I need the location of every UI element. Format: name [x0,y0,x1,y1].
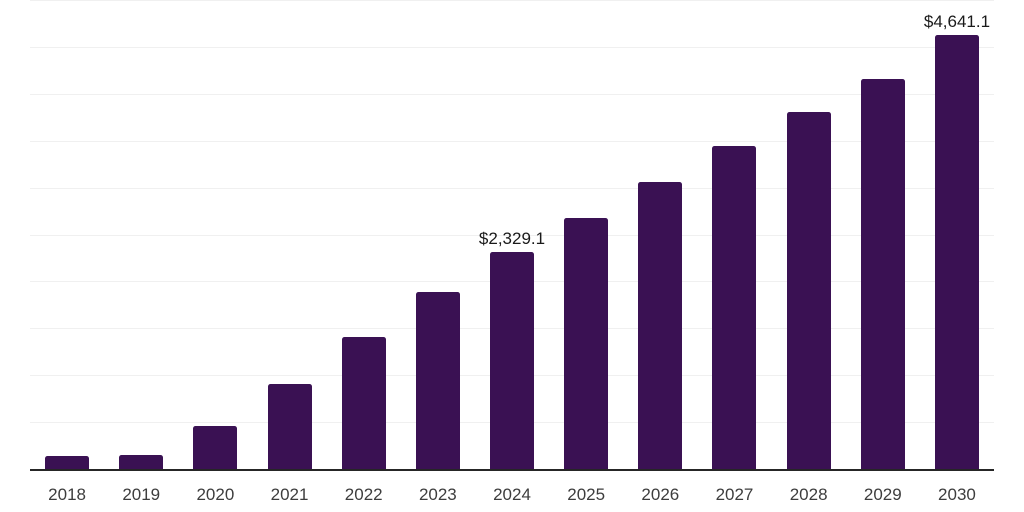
bar-2018 [45,456,90,470]
gridline [30,140,994,142]
bar-slot-2029 [846,0,920,470]
value-label-2024: $2,329.1 [478,228,546,248]
x-tick-2029: 2029 [863,485,902,504]
bar-slot-2022 [327,0,401,470]
x-tick-2028: 2028 [789,485,828,504]
x-tick-2024: 2024 [493,485,531,504]
bar-slot-2020 [178,0,252,470]
x-tick-2023: 2023 [418,485,457,504]
bar-2022 [341,337,386,470]
x-tick-2030: 2030 [938,485,976,504]
value-label-2030: $4,641.1 [923,11,991,31]
gridline [30,93,994,95]
bar-slot-2028 [772,0,846,470]
x-tick-2019: 2019 [122,485,161,504]
x-tick-2021: 2021 [270,485,309,504]
bar-slots: $2,329.1 $4,641.1 [30,0,994,470]
bar-2019 [119,455,164,470]
bar-2020 [193,425,238,470]
bar-2030 [934,34,979,470]
bar-slot-2021 [252,0,326,470]
x-axis-line [30,469,994,471]
bar-slot-2019 [104,0,178,470]
bar-slot-2030: $4,641.1 [920,0,994,470]
bar-slot-2018 [30,0,104,470]
bar-2026 [638,181,683,470]
bar-2024 [490,251,535,470]
gridline [30,46,994,48]
plot-area: $2,329.1 $4,641.1 [30,0,994,471]
bar-slot-2025 [549,0,623,470]
bar-2021 [267,384,312,470]
x-tick-2022: 2022 [344,485,383,504]
x-tick-2026: 2026 [641,485,680,504]
gridline [30,187,994,189]
bar-slot-2026 [623,0,697,470]
x-axis-tick-labels: 2018 2019 2020 2021 2022 2023 2024 2025 2026 2027… [30,485,994,504]
bar-2028 [786,111,831,470]
bar-slot-2027 [697,0,771,470]
bar-2025 [564,217,609,470]
bar-2027 [712,146,757,470]
bar-slot-2024: $2,329.1 [475,0,549,470]
bar-2023 [415,292,460,470]
x-tick-2025: 2025 [567,485,606,504]
x-tick-2027: 2027 [715,485,754,504]
bar-slot-2023 [401,0,475,470]
x-tick-2018: 2018 [48,485,86,504]
gridline [30,234,994,236]
bar-2029 [860,78,905,470]
x-tick-2020: 2020 [196,485,235,504]
gridline [30,0,994,1]
